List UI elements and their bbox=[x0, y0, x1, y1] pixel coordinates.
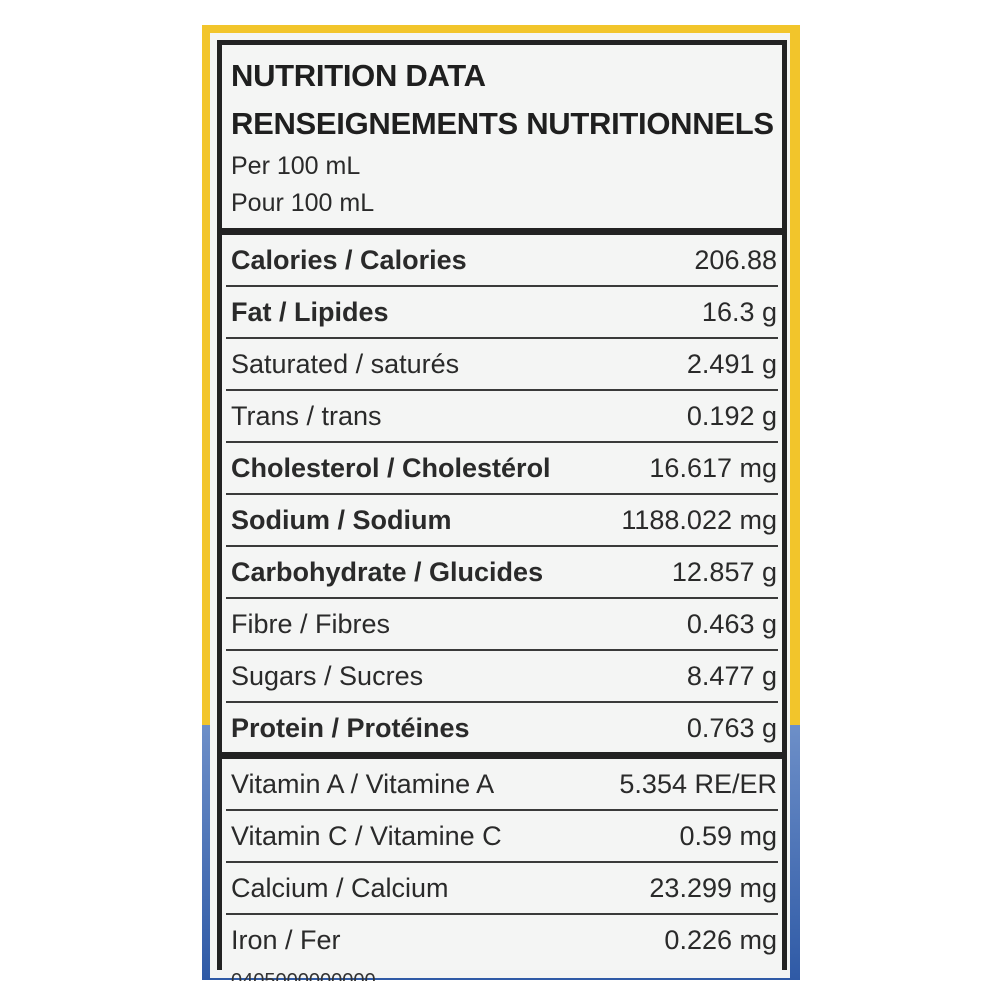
row-divider bbox=[226, 389, 778, 391]
row-divider bbox=[226, 597, 778, 599]
barcode-digits: 0405000000000 bbox=[231, 971, 431, 981]
row-divider bbox=[226, 861, 778, 863]
nutrient-value: 0.192 g bbox=[686, 400, 777, 431]
nutrient-row-carbohydrate: Carbohydrate / Glucides 12.857 g bbox=[231, 546, 777, 598]
nutrient-row-calories: Calories / Calories 206.88 bbox=[231, 234, 777, 286]
nutrient-name: Sugars / Sucres bbox=[231, 660, 424, 691]
nutrient-name: Calories / Calories bbox=[231, 244, 467, 275]
nutrient-value: 16.617 mg bbox=[649, 452, 777, 483]
vitamin-value: 0.226 mg bbox=[664, 924, 777, 955]
nutrient-name: Saturated / saturés bbox=[231, 348, 460, 379]
vitamin-row-a: Vitamin A / Vitamine A 5.354 RE/ER bbox=[231, 758, 777, 810]
vitamin-divider-rule bbox=[222, 752, 782, 759]
nutrition-table-border bbox=[217, 40, 787, 970]
vitamin-value: 5.354 RE/ER bbox=[619, 768, 777, 799]
nutrient-name: Protein / Protéines bbox=[231, 712, 470, 743]
nutrient-row-sodium: Sodium / Sodium 1188.022 mg bbox=[231, 494, 777, 546]
nutrient-value: 8.477 g bbox=[686, 660, 777, 691]
nutrient-name: Trans / trans bbox=[231, 400, 382, 431]
nutrient-name: Fat / Lipides bbox=[231, 296, 389, 327]
nutrient-row-fibre: Fibre / Fibres 0.463 g bbox=[231, 598, 777, 650]
vitamin-name: Calcium / Calcium bbox=[231, 872, 449, 903]
serving-french: Pour 100 mL bbox=[231, 189, 375, 217]
row-divider bbox=[226, 493, 778, 495]
serving-size: Per 100 mL Pour 100 mL bbox=[231, 148, 374, 222]
nutrient-value: 0.763 g bbox=[686, 712, 777, 743]
nutrient-row-sugars: Sugars / Sucres 8.477 g bbox=[231, 650, 777, 702]
nutrient-value: 2.491 g bbox=[686, 348, 777, 379]
serving-english: Per 100 mL bbox=[231, 152, 361, 180]
nutrient-value: 206.88 bbox=[694, 244, 777, 275]
nutrient-value: 16.3 g bbox=[701, 296, 777, 327]
row-divider bbox=[226, 337, 778, 339]
vitamin-name: Vitamin A / Vitamine A bbox=[231, 768, 495, 799]
nutrient-value: 12.857 g bbox=[671, 556, 777, 587]
serving-divider-rule bbox=[222, 228, 782, 235]
vitamin-value: 23.299 mg bbox=[649, 872, 777, 903]
nutrient-row-cholesterol: Cholesterol / Cholestérol 16.617 mg bbox=[231, 442, 777, 494]
nutrient-row-protein: Protein / Protéines 0.763 g bbox=[231, 702, 777, 754]
nutrient-row-fat: Fat / Lipides 16.3 g bbox=[231, 286, 777, 338]
nutrient-value: 1188.022 mg bbox=[621, 504, 777, 535]
row-divider bbox=[226, 441, 778, 443]
vitamin-name: Vitamin C / Vitamine C bbox=[231, 820, 502, 851]
nutrient-value: 0.463 g bbox=[686, 608, 777, 639]
title-english: NUTRITION DATA bbox=[231, 58, 486, 93]
nutrient-name: Fibre / Fibres bbox=[231, 608, 391, 639]
title-french: RENSEIGNEMENTS NUTRITIONNELS bbox=[231, 106, 774, 141]
row-divider bbox=[226, 913, 778, 915]
nutrition-label-panel bbox=[210, 33, 790, 978]
row-divider bbox=[226, 545, 778, 547]
row-divider bbox=[226, 809, 778, 811]
nutrient-name: Cholesterol / Cholestérol bbox=[231, 452, 551, 483]
nutrient-row-trans: Trans / trans 0.192 g bbox=[231, 390, 777, 442]
nutrient-row-saturated: Saturated / saturés 2.491 g bbox=[231, 338, 777, 390]
nutrition-header: NUTRITION DATA RENSEIGNEMENTS NUTRITIONN… bbox=[231, 52, 774, 148]
vitamin-value: 0.59 mg bbox=[679, 820, 777, 851]
nutrient-name: Sodium / Sodium bbox=[231, 504, 452, 535]
row-divider bbox=[226, 701, 778, 703]
vitamin-name: Iron / Fer bbox=[231, 924, 341, 955]
row-divider bbox=[226, 285, 778, 287]
vitamin-row-calcium: Calcium / Calcium 23.299 mg bbox=[231, 862, 777, 914]
vitamin-row-iron: Iron / Fer 0.226 mg bbox=[231, 914, 777, 966]
nutrient-name: Carbohydrate / Glucides bbox=[231, 556, 544, 587]
vitamin-row-c: Vitamin C / Vitamine C 0.59 mg bbox=[231, 810, 777, 862]
row-divider bbox=[226, 649, 778, 651]
